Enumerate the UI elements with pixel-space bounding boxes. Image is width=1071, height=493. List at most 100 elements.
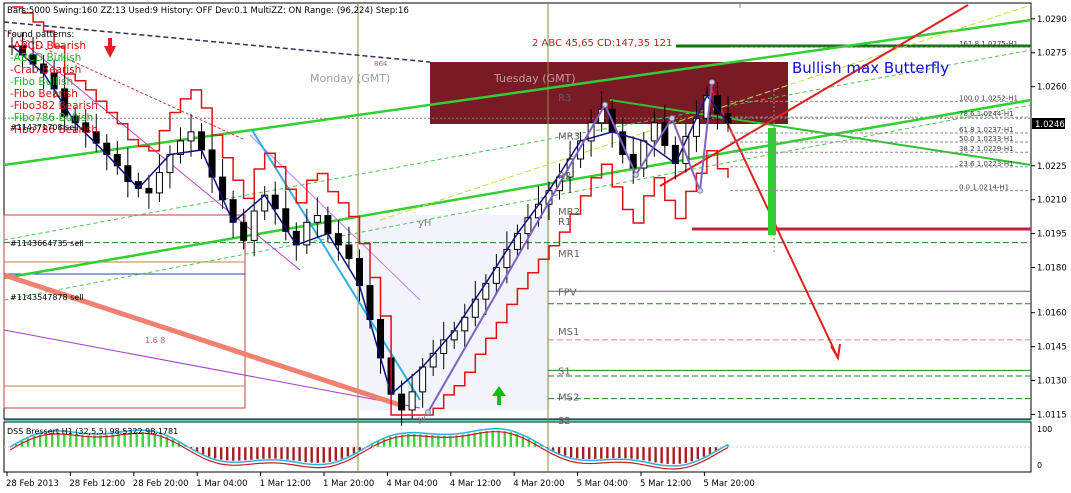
- histogram-bar: [69, 433, 72, 447]
- histogram-bar: [594, 447, 597, 460]
- fib-label: 100.0 1.0252-H1: [959, 94, 1018, 102]
- histogram-bar: [581, 447, 585, 459]
- x-tick-label: 4 Mar 20:00: [513, 479, 564, 489]
- histogram-bar: [419, 434, 422, 447]
- trend-line: [3, 272, 401, 408]
- histogram-bar: [105, 434, 108, 447]
- histogram-bar: [467, 433, 470, 447]
- pattern-point: [633, 171, 639, 178]
- trend-line: [3, 329, 421, 409]
- y-tick-label: 1.0115: [1037, 410, 1067, 420]
- x-tick-label: 1 Mar 20:00: [323, 479, 374, 489]
- pivot-label: MS1: [558, 327, 579, 338]
- y-tick-label: 1.0145: [1037, 343, 1067, 353]
- fib-label: 23.6 1.0223-H1: [959, 160, 1014, 168]
- histogram-bar: [497, 430, 500, 447]
- y-tick-label: 1.0180: [1037, 264, 1067, 274]
- tuesday-label: Tuesday (GMT): [493, 72, 576, 85]
- order-label: #1143547878 sell: [10, 293, 84, 302]
- current-price-label: 1.0246: [1035, 120, 1065, 130]
- histogram-bar: [171, 439, 175, 447]
- y-tick-label: 1.0160: [1037, 309, 1067, 319]
- trend-line: [659, 4, 969, 187]
- candle-body: [461, 316, 469, 332]
- histogram-bar: [407, 434, 410, 447]
- candle-body: [208, 149, 216, 178]
- indicator-label: DSS Bressert H1 (32,5,5) 98.5322 98.1781: [7, 427, 178, 436]
- histogram-bar: [165, 436, 169, 447]
- y-tick-label: 1.0260: [1037, 83, 1067, 93]
- histogram-bar: [473, 432, 476, 447]
- histogram-bar: [618, 447, 621, 459]
- histogram-bar: [485, 430, 488, 447]
- candle-body: [682, 135, 690, 165]
- histogram-bar: [38, 434, 42, 447]
- histogram-bar: [714, 447, 718, 451]
- candle-body: [176, 140, 184, 155]
- x-tick-label: 28 Feb 2013: [6, 479, 59, 489]
- histogram-bar: [129, 432, 132, 447]
- trend-line: [3, 21, 431, 63]
- candle-body: [324, 215, 332, 235]
- histogram-bar: [201, 447, 205, 455]
- candle-body: [82, 122, 90, 133]
- pattern-point: [602, 101, 608, 108]
- histogram-bar: [509, 432, 512, 447]
- histogram-bar: [491, 430, 494, 447]
- candle-body: [650, 122, 658, 142]
- dss-main-line: [9, 431, 729, 470]
- pivot-label: MR1: [558, 249, 580, 260]
- histogram-bar: [569, 447, 573, 458]
- candle-body: [566, 158, 574, 178]
- projection-bar: [768, 128, 776, 235]
- histogram-bar: [527, 438, 531, 447]
- histogram-bar: [660, 447, 663, 464]
- pattern-entry: -Fibo Bearish: [10, 88, 78, 100]
- histogram-bar: [250, 447, 253, 460]
- histogram-bar: [539, 444, 543, 447]
- histogram-bar: [400, 434, 404, 447]
- histogram-bar: [262, 447, 265, 459]
- histogram-bar: [268, 447, 271, 459]
- y-tick-label: 1.0210: [1037, 196, 1067, 206]
- histogram-bar: [280, 447, 283, 460]
- order-label: #114371708 sell: [10, 123, 79, 132]
- histogram-bar: [503, 431, 506, 447]
- y-tick-label: 1.0130: [1037, 377, 1067, 387]
- pattern-entry: -Fibo382 Bearish: [10, 100, 98, 112]
- pivot-label: S2: [558, 416, 571, 427]
- x-tick-label: 1 Mar 04:00: [196, 479, 247, 489]
- x-tick-label: 28 Feb 12:00: [69, 479, 125, 489]
- buy-arrow-icon: [492, 386, 506, 405]
- histogram-bar: [87, 435, 90, 447]
- histogram-bar: [563, 447, 567, 456]
- histogram-bar: [45, 433, 48, 447]
- trend-line: [3, 49, 1032, 241]
- histogram-bar: [425, 434, 428, 447]
- fib-label: 50.0 1.0233-H1: [959, 135, 1014, 143]
- trailing-stop-line: [12, 6, 729, 416]
- pattern-zigzag: [427, 81, 713, 413]
- x-tick-label: 5 Mar 20:00: [703, 479, 754, 489]
- histogram-bar: [195, 447, 199, 452]
- histogram-bar: [696, 447, 700, 460]
- yesterday-low-label: yl: [418, 415, 426, 425]
- histogram-bar: [726, 444, 730, 447]
- range-box: [3, 214, 246, 409]
- horizontal-levels: [4, 44, 1031, 421]
- histogram-bar: [346, 447, 350, 457]
- pattern-point: [709, 79, 715, 86]
- histogram-bar: [672, 447, 675, 465]
- histogram-bar: [135, 431, 138, 447]
- histogram-bar: [183, 445, 187, 447]
- pivot-label: R2: [558, 171, 571, 182]
- histogram-bar: [32, 436, 36, 447]
- current-price-box: [1032, 118, 1065, 129]
- pivot-label: MR2: [558, 207, 580, 218]
- histogram-bar: [479, 431, 482, 447]
- trend-lines: [3, 4, 1032, 409]
- histogram-bar: [358, 447, 362, 451]
- trend-line: [3, 29, 246, 141]
- order-label: #1143664735 sell: [10, 239, 84, 248]
